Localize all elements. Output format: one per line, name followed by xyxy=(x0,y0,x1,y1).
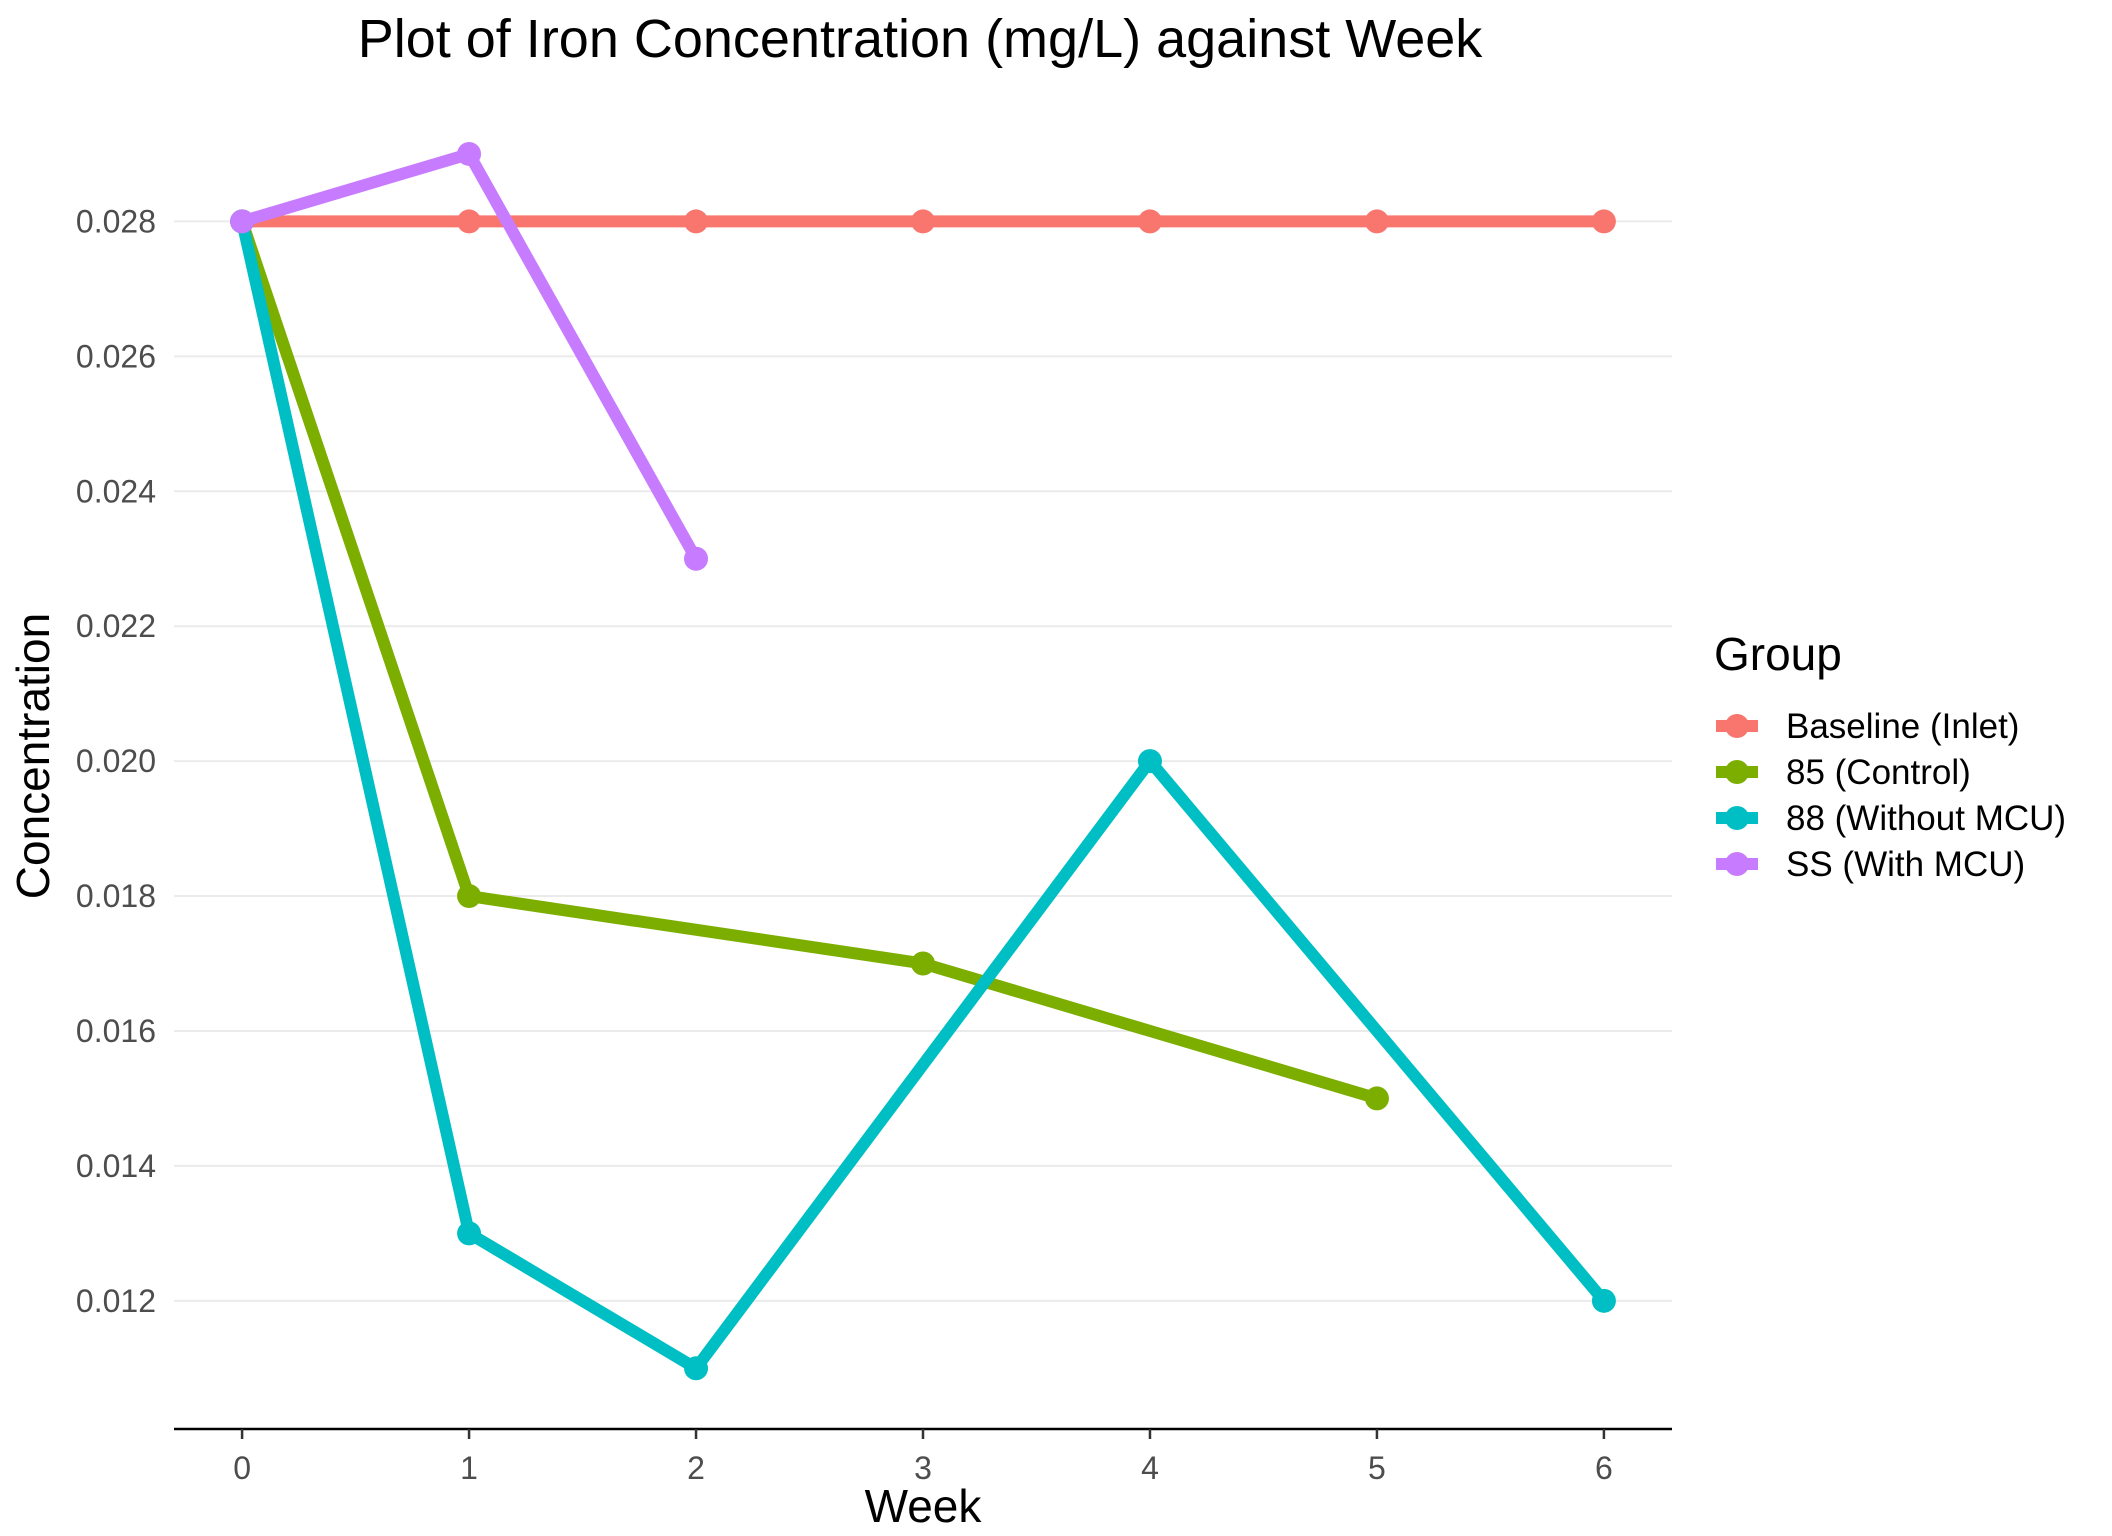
series-baseline-inlet xyxy=(230,209,1616,234)
legend: Group Baseline (Inlet) 85 (Control) 88 (Wi… xyxy=(1714,628,2066,884)
legend-key-marker xyxy=(1725,806,1749,830)
x-tick-label: 0 xyxy=(233,1450,251,1486)
data-point-88-without-mcu xyxy=(1591,1288,1616,1313)
data-point-ss-with-mcu xyxy=(684,546,709,571)
data-point-baseline-inlet xyxy=(1591,209,1616,234)
x-axis-title: Week xyxy=(865,1480,983,1532)
legend-key-marker xyxy=(1725,852,1749,876)
series-line-88-without-mcu xyxy=(236,220,1609,1375)
y-tick-label: 0.020 xyxy=(76,743,156,779)
legend-key-marker xyxy=(1725,714,1749,738)
data-point-baseline-inlet xyxy=(457,209,482,234)
grid-lines xyxy=(174,220,1672,1302)
chart-title: Plot of Iron Concentration (mg/L) agains… xyxy=(358,9,1484,69)
data-point-ss-with-mcu xyxy=(230,209,255,234)
legend-label: 85 (Control) xyxy=(1786,753,1971,792)
y-tick-label: 0.012 xyxy=(76,1283,156,1319)
x-tick-label: 5 xyxy=(1368,1450,1386,1486)
y-axis-title: Concentration xyxy=(7,613,59,899)
series-line-85-control xyxy=(236,219,1379,1105)
y-tick-label: 0.018 xyxy=(76,878,156,914)
y-axis-ticks: 0.012 0.014 0.016 0.018 0.020 0.022 0.024 0.026… xyxy=(76,203,156,1318)
x-tick-label: 1 xyxy=(460,1450,478,1486)
data-point-baseline-inlet xyxy=(1137,209,1162,234)
data-point-88-without-mcu xyxy=(457,1221,482,1246)
x-tick-label: 2 xyxy=(687,1450,705,1486)
x-tick-label: 4 xyxy=(1141,1450,1159,1486)
x-tick-label: 3 xyxy=(914,1450,932,1486)
series-ss-with-mcu xyxy=(230,141,709,571)
data-point-ss-with-mcu xyxy=(457,141,482,166)
y-tick-label: 0.016 xyxy=(76,1013,156,1049)
data-point-85-control xyxy=(457,884,482,909)
x-tick-label: 6 xyxy=(1595,1450,1613,1486)
legend-item: 85 (Control) xyxy=(1716,753,1971,792)
legend-title: Group xyxy=(1714,628,1842,680)
legend-key-marker xyxy=(1725,760,1749,784)
legend-item: Baseline (Inlet) xyxy=(1716,707,2019,746)
series-layer xyxy=(230,141,1616,1381)
y-tick-label: 0.028 xyxy=(76,203,156,239)
data-point-baseline-inlet xyxy=(1364,209,1389,234)
data-point-baseline-inlet xyxy=(911,209,935,234)
legend-item: SS (With MCU) xyxy=(1716,845,2025,884)
y-tick-label: 0.022 xyxy=(76,608,156,644)
y-tick-label: 0.014 xyxy=(76,1148,156,1184)
data-point-88-without-mcu xyxy=(684,1356,709,1381)
data-point-85-control xyxy=(911,951,935,976)
legend-items: Baseline (Inlet) 85 (Control) 88 (Without … xyxy=(1716,707,2066,884)
legend-label: SS (With MCU) xyxy=(1786,845,2025,884)
x-axis-ticks: 0 1 2 3 4 5 6 xyxy=(233,1429,1613,1486)
y-tick-label: 0.024 xyxy=(76,473,156,509)
data-point-baseline-inlet xyxy=(684,209,709,234)
series-85-control xyxy=(230,209,1389,1111)
legend-item: 88 (Without MCU) xyxy=(1716,799,2066,838)
y-tick-label: 0.026 xyxy=(76,338,156,374)
data-point-85-control xyxy=(1364,1086,1389,1111)
legend-label: 88 (Without MCU) xyxy=(1786,799,2066,838)
data-point-88-without-mcu xyxy=(1137,749,1162,774)
legend-label: Baseline (Inlet) xyxy=(1786,707,2019,746)
